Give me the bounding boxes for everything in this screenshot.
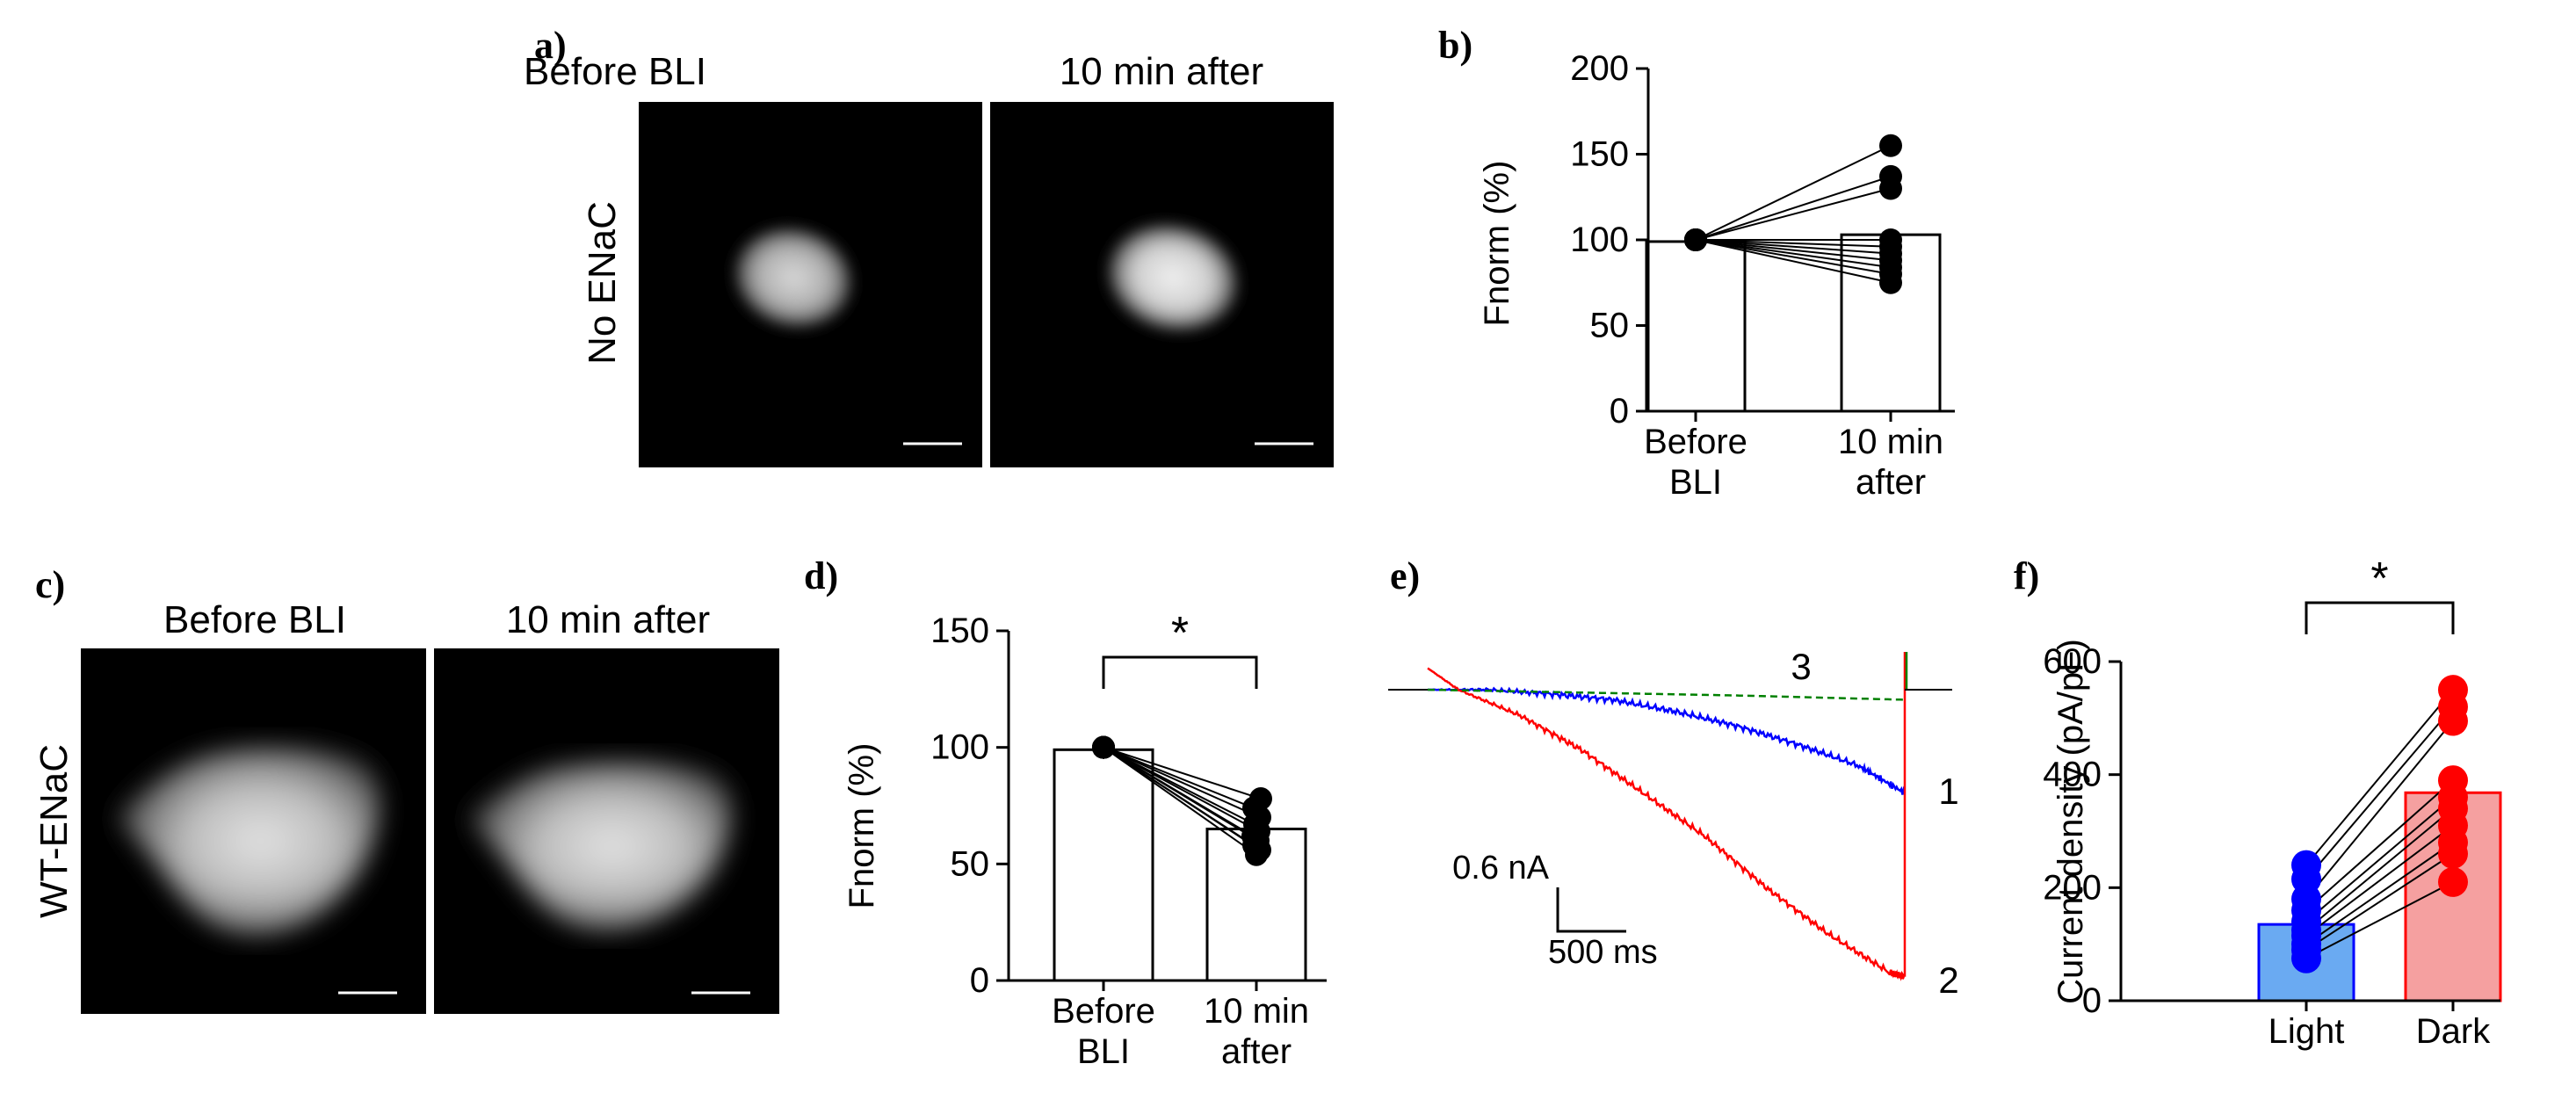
panel-c-title-before: Before BLI [163, 598, 346, 641]
significance-bracket [2305, 601, 2455, 634]
x-tick-label: 10 min [1204, 992, 1309, 1031]
panel-a-row-label: No ENaC [581, 201, 624, 365]
y-tick-label: 0 [970, 961, 989, 1000]
y-tick-label: 50 [1590, 307, 1630, 345]
pair-line [2305, 842, 2454, 945]
data-point-group-1 [1092, 735, 1115, 759]
significance-marker: * [1171, 608, 1189, 659]
x-tick-label: after [1221, 1032, 1292, 1071]
y-tick-label: 200 [2043, 868, 2102, 907]
trace-3 [1427, 688, 1906, 701]
trace-2 [1427, 667, 1907, 981]
data-point-group-2 [1879, 271, 1902, 294]
chart-d-ylabel: Fnorm (%) [843, 743, 881, 909]
chart-b-ylabel: Fnorm (%) [1478, 161, 1516, 327]
pair-line [1695, 239, 1892, 275]
pair-line [2305, 779, 2454, 911]
data-point-group-1 [2291, 943, 2321, 973]
pair-line [1695, 239, 1892, 262]
pair-line [1695, 239, 1892, 248]
panel-label-c: c) [35, 563, 65, 606]
scale-bar-e-y-label: 0.6 nA [1452, 850, 1550, 887]
pair-line [1103, 746, 1260, 833]
pair-line [2305, 706, 2454, 880]
trace-label-2: 2 [1938, 959, 1958, 1001]
pair-line [1695, 187, 1892, 241]
y-tick-label: 100 [1570, 221, 1629, 259]
y-tick-label: 0 [2082, 981, 2102, 1020]
x-tick-label: BLI [1669, 463, 1722, 502]
pair-line [1695, 239, 1892, 284]
chart-f-ylabel: Current density (pA/pF) [2051, 639, 2090, 1004]
panel-label-d: d) [804, 554, 838, 597]
chart-e: 3 1 2 [1388, 646, 1959, 1001]
pair-line [1103, 746, 1261, 851]
data-point-group-2 [2438, 866, 2468, 897]
panel-label-e: e) [1390, 554, 1420, 597]
bar-1 [1053, 748, 1154, 982]
data-point-group-2 [1879, 134, 1902, 157]
data-point-group-1 [1684, 228, 1707, 251]
panel-a-title-before: Before BLI [524, 50, 706, 93]
y-tick-label: 200 [1570, 49, 1629, 88]
data-point-group-2 [2438, 706, 2468, 736]
panel-a-title-after: 10 min after [1060, 50, 1263, 93]
panel-label-f: f) [2014, 554, 2039, 597]
trace-label-1: 1 [1938, 771, 1958, 812]
bar-1 [1645, 240, 1747, 413]
pair-line [2305, 824, 2454, 937]
x-tick-label: Before [1644, 423, 1747, 461]
scale-bar-e [1556, 887, 1626, 933]
x-tick-label: 10 min [1838, 423, 1943, 461]
pair-line [1103, 746, 1261, 819]
cell-a-after [1103, 220, 1243, 336]
y-tick-label: 50 [951, 844, 990, 883]
y-tick-label: 100 [930, 728, 989, 767]
scale-bar-e-x-label: 500 ms [1548, 934, 1658, 971]
pair-line [1103, 746, 1259, 842]
pair-line [1103, 746, 1255, 809]
pair-line [2305, 689, 2454, 866]
y-tick-label: 150 [930, 612, 989, 650]
x-tick-label: BLI [1077, 1032, 1130, 1071]
cell-c-after [466, 760, 733, 932]
cell-c-before [114, 746, 381, 937]
x-tick-label: Before [1052, 992, 1155, 1031]
pair-line [1695, 239, 1892, 255]
data-point-group-2 [1879, 177, 1902, 200]
pair-line [1695, 175, 1892, 241]
y-tick-label: 0 [1610, 392, 1629, 431]
pair-line [2305, 796, 2454, 923]
panel-c-title-after: 10 min after [506, 598, 710, 641]
panel-label-a: a) [534, 24, 567, 67]
x-tick-label: Dark [2416, 1012, 2491, 1051]
significance-marker: * [2370, 554, 2388, 604]
pair-line [1103, 746, 1262, 800]
x-tick-label: after [1856, 463, 1926, 502]
panel-label-b: b) [1438, 24, 1473, 67]
pair-line [1103, 746, 1257, 856]
pair-line [2305, 807, 2454, 931]
cell-a-before [730, 224, 857, 331]
pair-line [1695, 144, 1892, 241]
pair-line [2305, 852, 2454, 951]
data-point-group-2 [1245, 843, 1268, 866]
pair-line [1695, 239, 1892, 269]
data-point-group-2 [2438, 838, 2468, 869]
trace-1 [1428, 686, 1907, 795]
y-tick-label: 150 [1570, 135, 1629, 174]
significance-bracket [1102, 655, 1258, 689]
pair-line [2305, 881, 2454, 959]
panel-c-row-label: WT-ENaC [33, 744, 76, 918]
pair-line [2305, 720, 2454, 900]
trace-label-3: 3 [1791, 646, 1811, 687]
y-tick-label: 400 [2043, 756, 2102, 794]
chart-f: 0 200 400 600 Light Dark * [2043, 554, 2502, 1051]
y-tick-label: 600 [2043, 642, 2102, 681]
x-tick-label: Light [2268, 1012, 2345, 1051]
